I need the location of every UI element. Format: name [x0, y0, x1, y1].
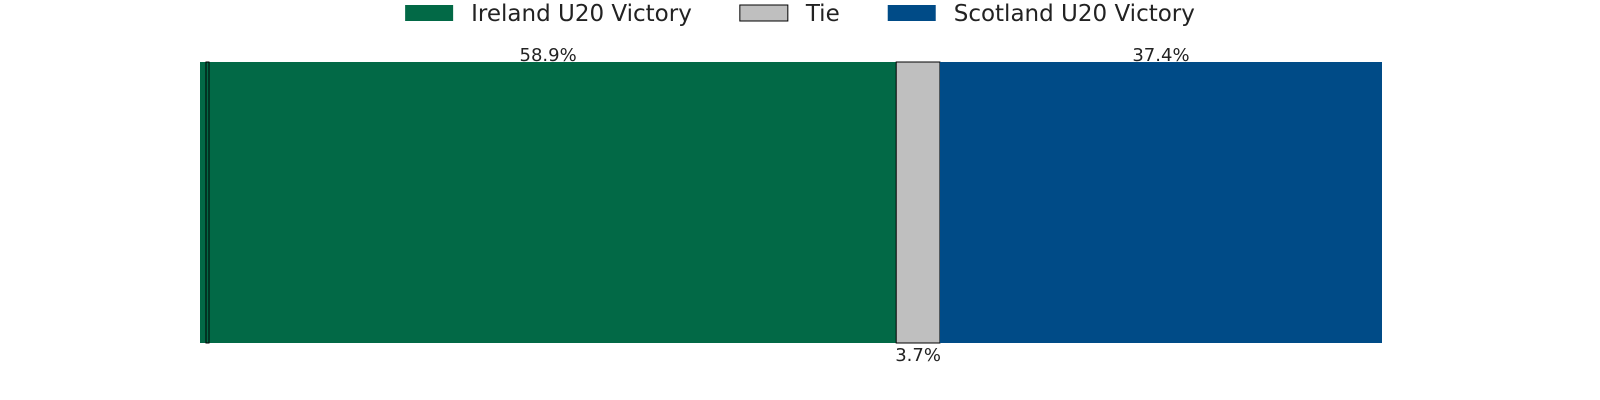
legend-label-ireland-u20-victory: Ireland U20 Victory — [471, 1, 692, 27]
legend-label-scotland-u20-victory: Scotland U20 Victory — [954, 1, 1195, 27]
bar-segment-scotland-u20-victory — [939, 62, 1382, 343]
legend-swatch-scotland-u20-victory — [887, 5, 936, 21]
bar-segment-ireland-u20-victory — [200, 62, 897, 343]
stacked-bar — [200, 61, 1382, 344]
bar-segment-tie — [895, 61, 941, 344]
data-label-scotland-u20-victory: 37.4% — [1132, 45, 1189, 66]
legend-label-tie: Tie — [805, 1, 840, 27]
data-label-ireland-u20-victory: 58.9% — [520, 45, 577, 66]
legend-swatch-tie — [739, 4, 789, 22]
legend: Ireland U20 Victory Tie Scotland U20 Victo… — [405, 1, 1195, 27]
legend-swatch-ireland-u20-victory — [405, 5, 454, 21]
data-label-tie: 3.7% — [895, 345, 941, 366]
legend-item-tie: Tie — [739, 1, 840, 27]
legend-item-scotland-u20-victory: Scotland U20 Victory — [887, 1, 1195, 27]
legend-item-ireland-u20-victory: Ireland U20 Victory — [405, 1, 692, 27]
data-labels: 58.9% 3.7% 37.4% — [520, 45, 1190, 366]
bar-edge-marker — [205, 61, 210, 344]
